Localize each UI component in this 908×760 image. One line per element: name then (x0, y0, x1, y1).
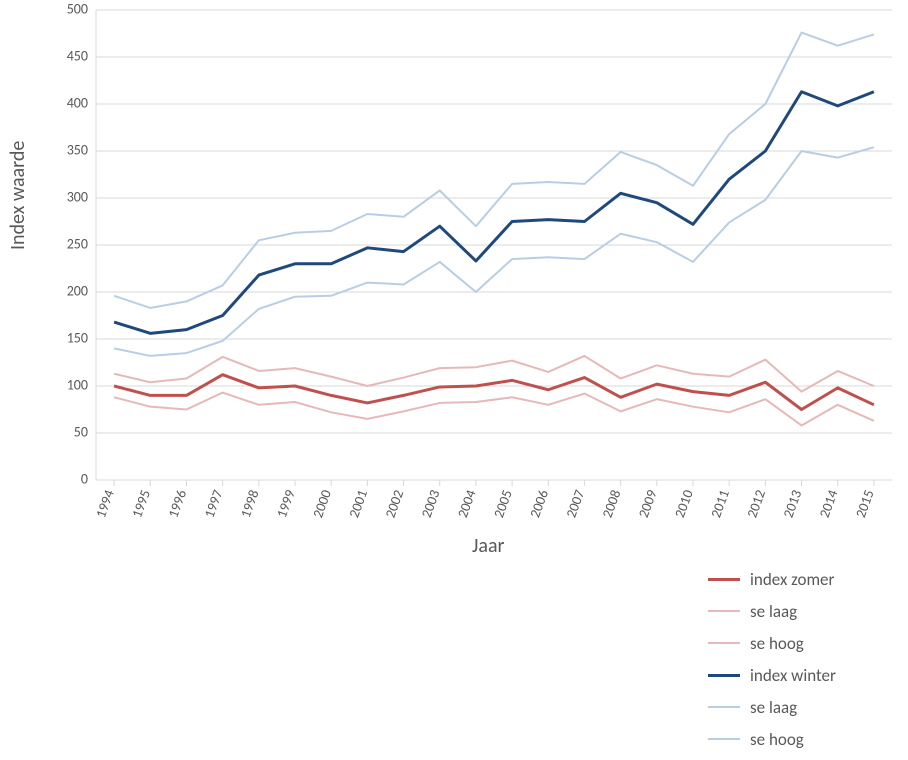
legend-swatch (708, 610, 740, 612)
legend-item: se laag (708, 696, 836, 718)
x-tick-label: 1995 (128, 488, 154, 520)
legend-swatch (708, 706, 740, 708)
y-tick-label: 400 (67, 94, 88, 111)
legend-label: index zomer (750, 569, 834, 590)
line-chart: Index waarde 0 50 100 150 200 250 300 350 400 450… (0, 0, 908, 748)
legend-item: se hoog (708, 728, 836, 750)
x-tick-label: 2006 (526, 488, 552, 520)
x-tick-label: 2012 (743, 488, 769, 520)
legend-item: index winter (708, 664, 836, 686)
y-tick-label: 100 (67, 376, 88, 393)
x-tick-label: 2013 (780, 488, 806, 520)
legend-label: index winter (750, 665, 836, 686)
y-tick-label: 350 (67, 141, 88, 158)
y-tick-label: 450 (67, 47, 88, 64)
series-line (114, 92, 874, 334)
x-tick-label: 2002 (382, 488, 408, 520)
x-tick-label: 2005 (490, 488, 516, 520)
y-tick-label: 500 (67, 0, 88, 17)
y-axis-title: Index waarde (6, 141, 30, 250)
y-tick-label: 0 (81, 470, 88, 487)
x-tick-label: 2004 (454, 488, 480, 520)
legend-label: se hoog (750, 729, 804, 750)
x-tick-label: 2014 (816, 488, 842, 520)
x-tick-label: 2001 (345, 488, 371, 520)
x-tick-label: 1994 (92, 488, 118, 520)
legend: index zomer se laag se hoog index winter se … (708, 568, 836, 760)
legend-swatch (708, 578, 740, 581)
y-tick-label: 250 (67, 235, 88, 252)
legend-label: se laag (750, 697, 797, 718)
x-tick-label: 1996 (165, 488, 191, 520)
x-tick-label: 2009 (635, 488, 661, 520)
x-tick-label: 2000 (309, 488, 335, 520)
y-tick-label: 200 (67, 282, 88, 299)
x-axis-title: Jaar (472, 534, 505, 558)
x-tick-label: 2010 (671, 488, 697, 520)
y-tick-label: 50 (74, 423, 88, 440)
x-tick-label: 2007 (563, 488, 589, 520)
legend-label: se hoog (750, 633, 804, 654)
legend-swatch (708, 642, 740, 644)
x-tick-label: 2015 (852, 488, 878, 520)
legend-label: se laag (750, 601, 797, 622)
legend-swatch (708, 738, 740, 740)
legend-item: index zomer (708, 568, 836, 590)
legend-swatch (708, 674, 740, 677)
x-tick-label: 2011 (707, 488, 733, 520)
y-tick-label: 150 (67, 329, 88, 346)
series-line (114, 393, 874, 426)
y-tick-label: 300 (67, 188, 88, 205)
x-tick-label: 1997 (201, 488, 227, 520)
x-tick-label: 1998 (237, 488, 263, 520)
x-tick-label: 2008 (599, 488, 625, 520)
x-tick-label: 1999 (273, 488, 299, 520)
x-tick-label: 2003 (418, 488, 444, 520)
series-line (114, 33, 874, 308)
series-line (114, 375, 874, 410)
legend-item: se hoog (708, 632, 836, 654)
series-line (114, 147, 874, 356)
legend-item: se laag (708, 600, 836, 622)
